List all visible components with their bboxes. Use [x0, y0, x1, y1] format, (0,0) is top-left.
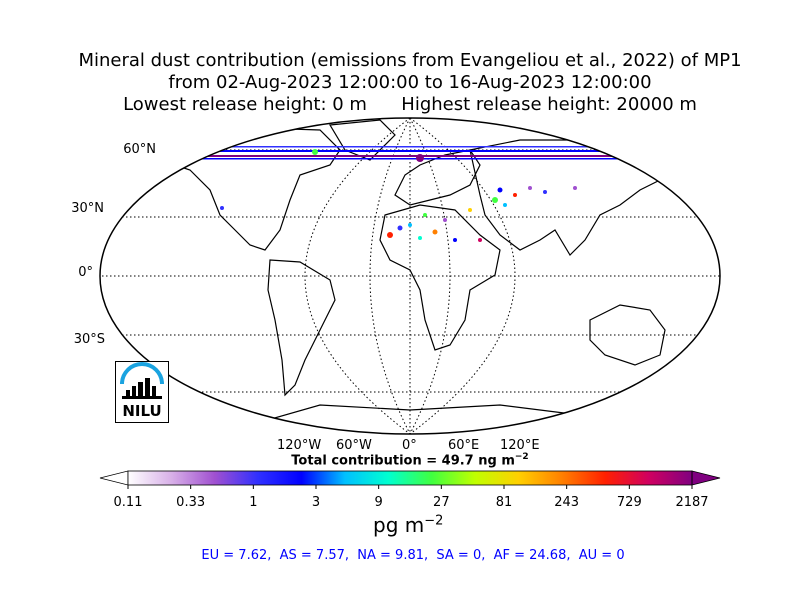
colorbar-tick-label: 9 — [374, 495, 383, 510]
lat-label-30n: 30°N — [71, 201, 104, 216]
colorbar-tick-label: 0.11 — [113, 495, 143, 510]
nilu-logo-icon — [120, 362, 164, 399]
region-totals: EU = 7.62, AS = 7.57, NA = 9.81, SA = 0,… — [201, 548, 625, 563]
dust-plume-layer — [170, 146, 650, 242]
title-line-3: Lowest release height: 0 m Highest relea… — [123, 94, 697, 115]
total-contribution: Total contribution = 49.7 ng m−2 — [0, 452, 800, 468]
lat-label-0: 0° — [78, 265, 93, 280]
nilu-logo-text: NILU — [122, 402, 162, 420]
lon-label-120w: 120°W — [277, 438, 322, 453]
colorbar-right-arrow — [691, 470, 721, 486]
title-line-1: Mineral dust contribution (emissions fro… — [78, 50, 742, 71]
map-boundary — [99, 117, 721, 435]
lon-label-60e: 60°E — [448, 438, 480, 453]
colorbar-unit-exponent: −2 — [424, 513, 444, 529]
colorbar-unit-text: pg m — [373, 513, 425, 537]
total-contribution-exponent: −2 — [514, 452, 529, 462]
colorbar-tick-label: 729 — [616, 495, 642, 510]
colorbar — [99, 470, 721, 489]
lon-label-0: 0° — [402, 438, 417, 453]
lat-label-60n: 60°N — [123, 142, 156, 157]
colorbar-gradient — [128, 471, 692, 485]
colorbar-tick-label: 243 — [554, 495, 580, 510]
colorbar-left-arrow — [99, 470, 129, 486]
lon-label-120e: 120°E — [500, 438, 540, 453]
colorbar-tick-label: 81 — [495, 495, 513, 510]
map-area — [100, 118, 720, 434]
total-contribution-text: Total contribution = 49.7 ng m — [291, 453, 515, 469]
nilu-logo: NILU — [115, 361, 169, 423]
colorbar-tick-label: 2187 — [675, 495, 709, 510]
colorbar-unit: pg m−2 — [373, 513, 443, 537]
lon-label-60w: 60°W — [336, 438, 372, 453]
title-line-2: from 02-Aug-2023 12:00:00 to 16-Aug-2023… — [168, 72, 652, 93]
colorbar-tick-label: 1 — [249, 495, 258, 510]
colorbar-tick-label: 27 — [433, 495, 450, 510]
colorbar-tick-label: 3 — [311, 495, 321, 510]
lat-label-30s: 30°S — [73, 332, 105, 347]
colorbar-tick-label: 0.33 — [176, 495, 206, 510]
